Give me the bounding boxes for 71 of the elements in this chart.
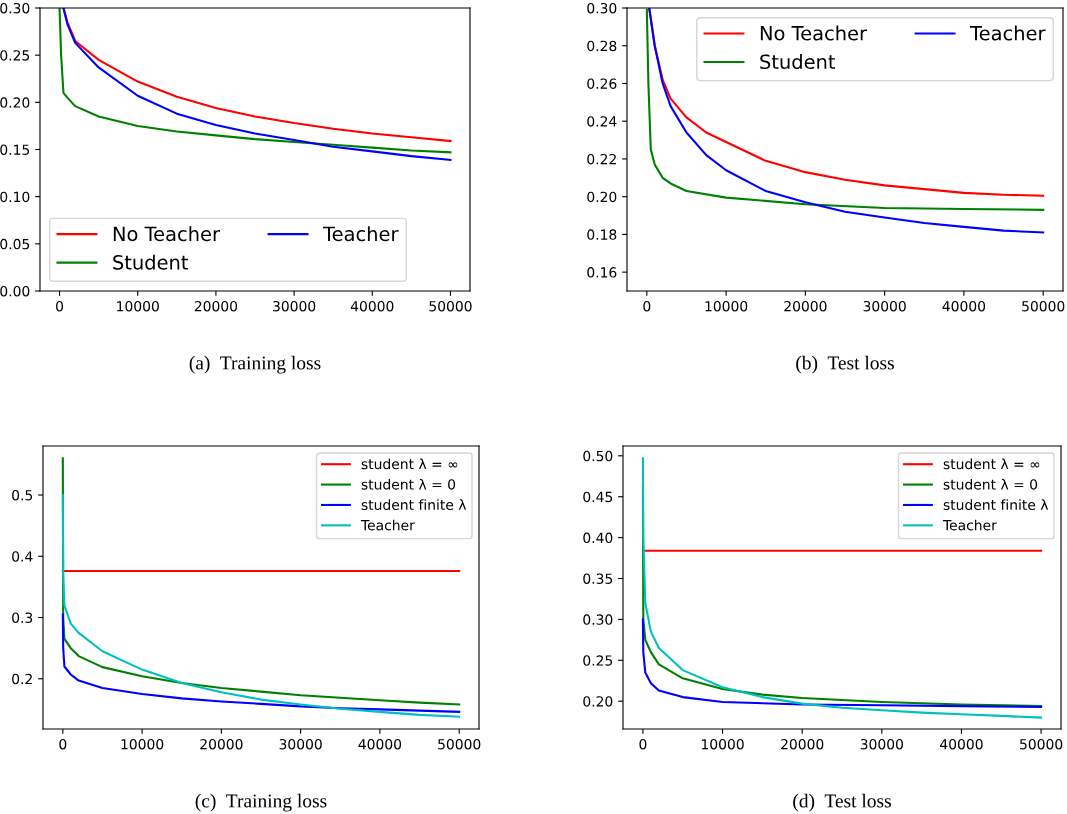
legend-label: No Teacher xyxy=(760,25,868,41)
y-tick-label: 0.20 xyxy=(587,191,617,203)
legend-label: No Teacher xyxy=(113,226,220,242)
y-tick-label: 0.20 xyxy=(583,696,613,707)
x-tick-label: 50000 xyxy=(1020,738,1063,750)
x-tick-label: 20000 xyxy=(194,300,238,312)
x-tick-label: 10000 xyxy=(117,300,159,312)
y-tick-label: 0.5 xyxy=(12,489,33,501)
x-tick-label: 40000 xyxy=(350,300,394,312)
y-tick-label: 0.4 xyxy=(12,551,33,562)
legend-label: Teacher xyxy=(942,519,997,531)
legend-label: student finite λ xyxy=(943,499,1049,511)
y-tick-label: 0.2 xyxy=(12,673,32,685)
legend-label: Student xyxy=(113,254,189,270)
x-tick-label: 50000 xyxy=(429,300,472,312)
y-tick-label: 0.18 xyxy=(587,229,617,240)
x-tick-label: 40000 xyxy=(942,300,986,312)
x-tick-label: 50000 xyxy=(1022,300,1065,312)
y-tick-label: 0.30 xyxy=(583,614,613,625)
x-tick-label: 0 xyxy=(639,738,647,750)
x-tick-label: 0 xyxy=(643,300,651,312)
y-tick-label: 0.30 xyxy=(587,2,617,14)
x-tick-label: 20000 xyxy=(781,738,824,750)
y-tick-label: 0.25 xyxy=(583,655,613,666)
x-tick-label: 50000 xyxy=(438,738,481,750)
y-tick-label: 0.45 xyxy=(583,491,613,503)
y-tick-label: 0.10 xyxy=(0,191,30,203)
y-tick-label: 0.16 xyxy=(587,267,617,278)
x-tick-label: 40000 xyxy=(358,738,402,750)
y-tick-label: 0.05 xyxy=(0,238,30,250)
legend-label: student λ = ∞ xyxy=(943,458,1040,470)
x-tick-label: 0 xyxy=(56,300,64,312)
y-tick-label: 0.25 xyxy=(0,50,30,61)
x-tick-label: 30000 xyxy=(863,300,906,312)
legend-label: Teacher xyxy=(970,25,1046,41)
y-tick-label: 0.3 xyxy=(12,612,33,623)
y-tick-label: 0.40 xyxy=(583,532,613,544)
legend-label: Teacher xyxy=(322,226,399,242)
y-tick-label: 0.35 xyxy=(583,573,613,584)
x-tick-label: 30000 xyxy=(279,738,322,750)
x-axis-title: (b) Test loss xyxy=(796,355,894,374)
legend-label: student finite λ xyxy=(361,499,467,511)
x-tick-label: 30000 xyxy=(860,738,903,750)
legend-label: student λ = ∞ xyxy=(361,458,458,470)
x-tick-label: 30000 xyxy=(273,300,316,312)
x-tick-label: 10000 xyxy=(705,300,748,312)
x-tick-label: 20000 xyxy=(200,738,243,750)
legend-label: student λ = 0 xyxy=(943,478,1038,490)
x-axis-title: (a) Training loss xyxy=(189,355,321,374)
y-tick-label: 0.50 xyxy=(583,450,613,462)
x-axis-title: (d) Test loss xyxy=(793,793,891,812)
y-tick-label: 0.22 xyxy=(587,153,616,165)
x-tick-label: 20000 xyxy=(784,300,827,312)
y-tick-label: 0.20 xyxy=(0,97,30,108)
y-tick-label: 0.28 xyxy=(587,40,617,52)
x-tick-label: 0 xyxy=(59,738,67,750)
legend-label: Student xyxy=(760,54,836,70)
line-series xyxy=(61,493,461,718)
x-axis-title: (c) Training loss xyxy=(195,793,327,812)
y-tick-label: 0.15 xyxy=(0,144,30,155)
line-series xyxy=(641,618,1043,708)
y-tick-label: 0.30 xyxy=(0,2,30,14)
legend-label: Teacher xyxy=(360,519,415,531)
y-tick-label: 0.24 xyxy=(587,116,617,127)
y-tick-label: 0.26 xyxy=(587,78,617,89)
line-series xyxy=(61,613,461,713)
x-tick-label: 40000 xyxy=(940,738,983,750)
x-tick-label: 10000 xyxy=(121,738,164,750)
y-tick-label: 0.00 xyxy=(0,285,30,297)
x-tick-label: 10000 xyxy=(701,738,744,750)
legend-label: student λ = 0 xyxy=(361,478,456,490)
